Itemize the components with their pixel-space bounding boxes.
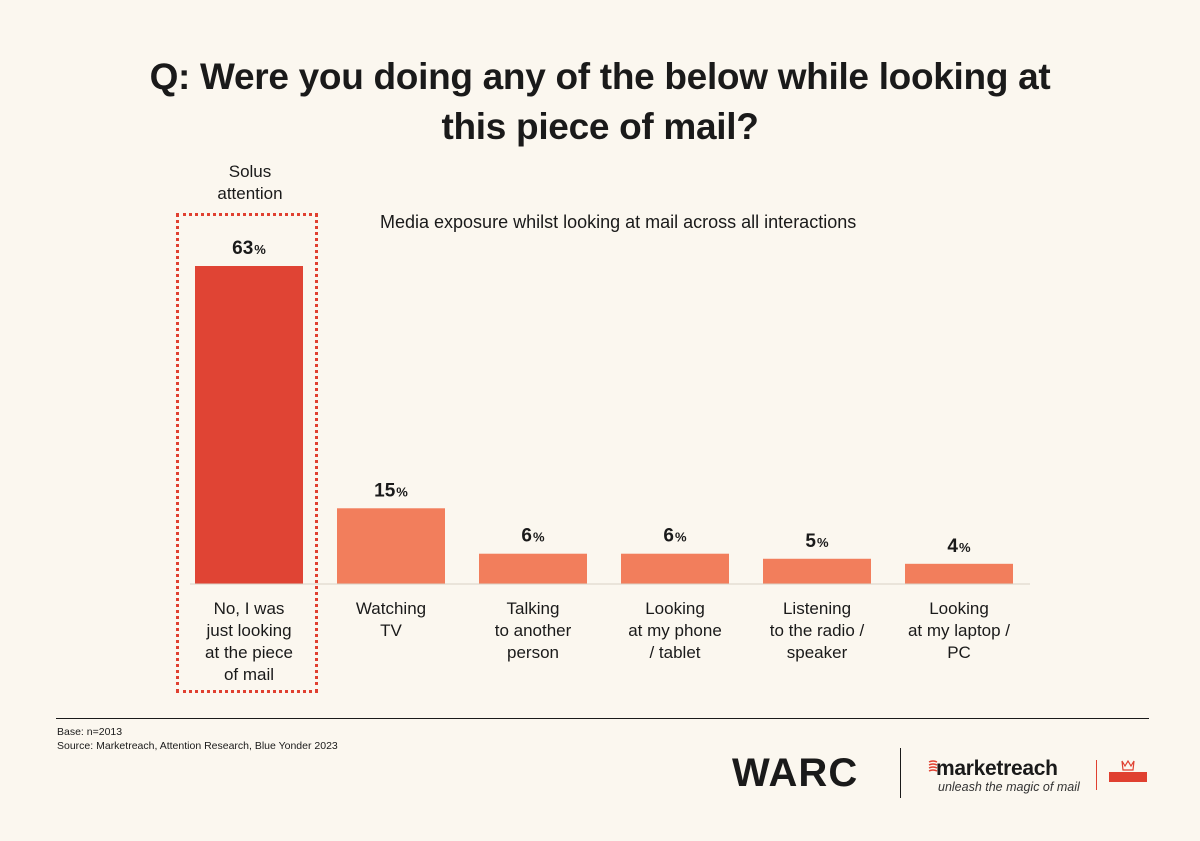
solus-attention-label: Solus attention [175,161,325,205]
category-label-4: Listening to the radio / speaker [747,598,887,664]
category-label-line: Looking [929,599,989,618]
royal-mail-divider [1096,760,1097,790]
marketreach-waves-icon [928,760,938,772]
category-label-line: speaker [786,643,848,662]
bar-value-label-4: 5% [805,531,829,552]
marketreach-logo: marketreach [936,757,1058,780]
category-label-line: PC [947,643,971,662]
warc-logo: WARC [732,751,859,795]
category-label-line: TV [380,621,402,640]
solus-highlight-box [176,213,318,693]
base-note: Base: n=2013 [57,726,123,738]
category-label-line: Listening [782,599,852,618]
category-label-3: Looking at my phone / tablet [605,598,745,664]
category-label-line: person [507,643,559,662]
category-label-line: just looking [206,621,292,640]
chart-title: Q: Were you doing any of the below while… [0,52,1200,152]
title-line-1: Q: Were you doing any of the below while… [149,56,1051,97]
category-label-line: Watching [355,599,427,618]
category-label-line: at my phone [628,621,722,640]
category-label-1: Watching TV [321,598,461,642]
category-label-5: Looking at my laptop / PC [889,598,1029,664]
solus-line-1: Solus [228,162,272,181]
category-label-line: at my laptop / [907,621,1011,640]
bar-1 [337,508,445,584]
category-label-line: / tablet [649,643,701,662]
category-label-2: Talking to another person [463,598,603,664]
footer-notes: Base: n=2013 Source: Marketreach, Attent… [57,725,338,753]
bar-value-label-5: 4% [947,536,971,557]
category-label-line: Talking [506,599,560,618]
bar-4 [763,558,871,584]
bar-3 [621,553,729,584]
bar-value-label-0: 63% [232,238,266,259]
royal-mail-logo-icon [1109,759,1147,782]
category-label-line: to another [494,621,572,640]
bar-value-label-2: 6% [521,526,545,547]
category-label-line: of mail [223,665,275,684]
category-label-line: No, I was [213,599,285,618]
logo-divider [900,748,901,798]
bar-value-label-3: 6% [663,526,687,547]
marketreach-tagline: unleash the magic of mail [938,780,1080,794]
category-label-line: Looking [645,599,705,618]
chart-subtitle: Media exposure whilst looking at mail ac… [380,212,857,232]
bar-value-label-1: 15% [374,480,408,501]
bar-5 [905,563,1013,584]
bar-2 [479,553,587,584]
footer-rule [56,718,1149,719]
bar-0 [195,266,303,584]
solus-line-2: attention [217,184,283,203]
category-label-line: to the radio / [769,621,865,640]
category-label-0: No, I was just looking at the piece of mail [179,598,319,686]
title-line-2: this piece of mail? [441,106,759,147]
source-note: Source: Marketreach, Attention Research,… [57,740,338,752]
category-label-line: at the piece [205,643,293,662]
bars-group: 63% 15% 6% 6% 5% 4% [195,238,1013,584]
